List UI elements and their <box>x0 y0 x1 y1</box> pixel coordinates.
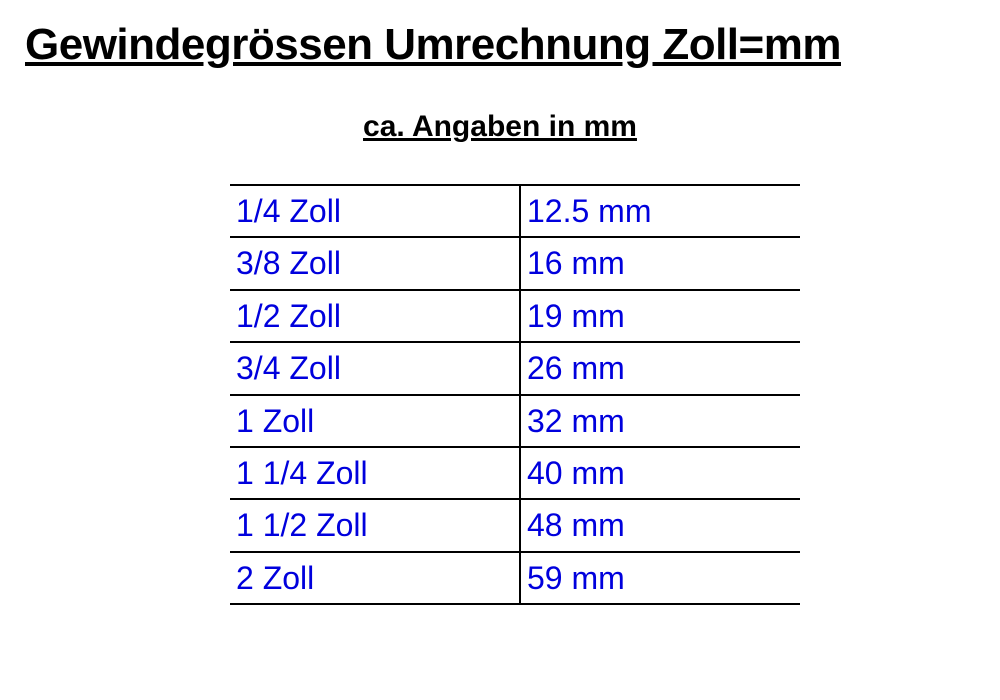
cell-zoll: 1 1/4 Zoll <box>230 447 520 499</box>
table-row: 1/4 Zoll 12.5 mm <box>230 185 800 237</box>
table-row: 1 Zoll 32 mm <box>230 395 800 447</box>
cell-zoll: 1 Zoll <box>230 395 520 447</box>
cell-mm: 16 mm <box>520 237 800 289</box>
cell-mm: 26 mm <box>520 342 800 394</box>
table-row: 1 1/4 Zoll 40 mm <box>230 447 800 499</box>
cell-mm: 59 mm <box>520 552 800 604</box>
table-row: 2 Zoll 59 mm <box>230 552 800 604</box>
cell-zoll: 1 1/2 Zoll <box>230 499 520 551</box>
cell-mm: 40 mm <box>520 447 800 499</box>
table-row: 1 1/2 Zoll 48 mm <box>230 499 800 551</box>
conversion-table-wrapper: 1/4 Zoll 12.5 mm 3/8 Zoll 16 mm 1/2 Zoll… <box>25 184 975 605</box>
conversion-table: 1/4 Zoll 12.5 mm 3/8 Zoll 16 mm 1/2 Zoll… <box>230 184 800 605</box>
table-row: 3/4 Zoll 26 mm <box>230 342 800 394</box>
cell-zoll: 3/8 Zoll <box>230 237 520 289</box>
cell-zoll: 3/4 Zoll <box>230 342 520 394</box>
cell-zoll: 2 Zoll <box>230 552 520 604</box>
page-title: Gewindegrössen Umrechnung Zoll=mm <box>25 20 975 70</box>
cell-zoll: 1/4 Zoll <box>230 185 520 237</box>
cell-mm: 32 mm <box>520 395 800 447</box>
table-row: 3/8 Zoll 16 mm <box>230 237 800 289</box>
cell-mm: 12.5 mm <box>520 185 800 237</box>
page-subtitle: ca. Angaben in mm <box>145 110 855 144</box>
cell-mm: 19 mm <box>520 290 800 342</box>
cell-mm: 48 mm <box>520 499 800 551</box>
table-row: 1/2 Zoll 19 mm <box>230 290 800 342</box>
cell-zoll: 1/2 Zoll <box>230 290 520 342</box>
